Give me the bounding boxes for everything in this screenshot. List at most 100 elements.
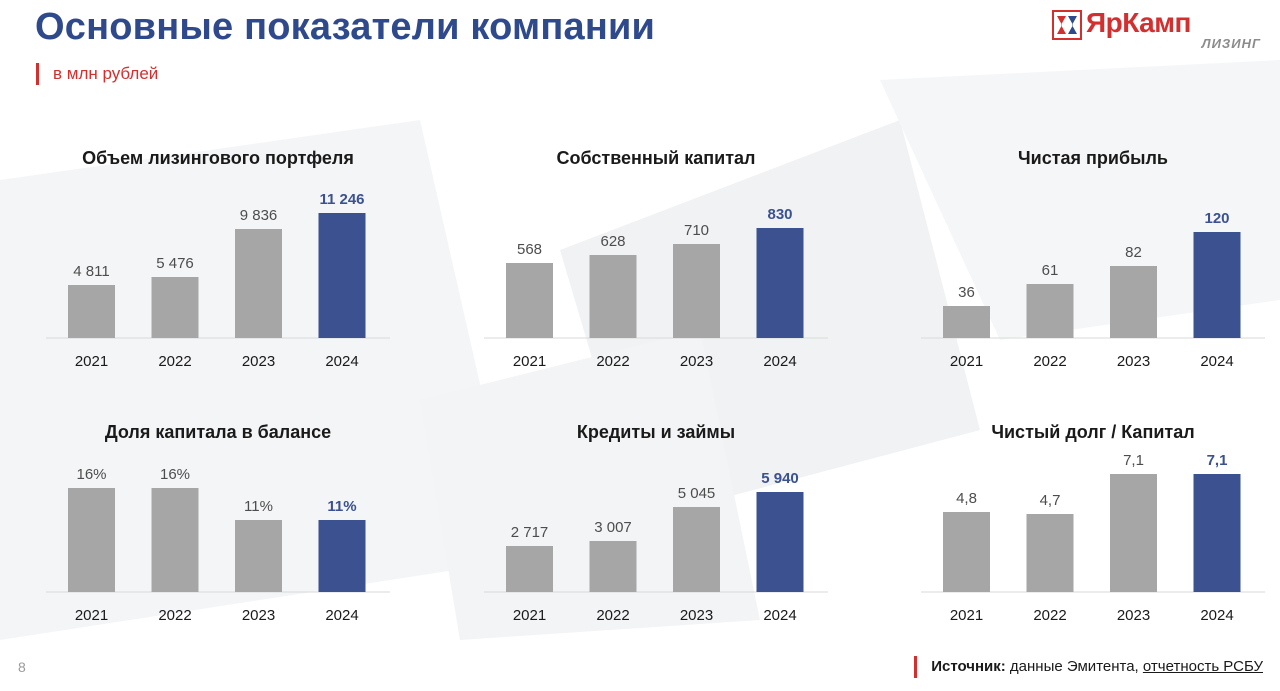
- data-label: 16%: [160, 466, 190, 483]
- x-tick-label: 2021: [513, 353, 546, 370]
- chart-panel-net-debt-equity: Чистый долг / Капитал 4,8 2021 4,7 2022 7,1 2…: [903, 416, 1280, 686]
- data-label: 830: [767, 206, 792, 223]
- chart-panel-equity: Собственный капитал 568 2021 628 2022 710 202…: [466, 140, 846, 410]
- bar-chart: 4 811 2021 5 476 2022 9 836 2023 11 246 2024: [46, 191, 390, 370]
- source-text: данные Эмитента,: [1005, 658, 1143, 675]
- data-label: 7,1: [1207, 452, 1228, 469]
- x-tick-label: 2024: [763, 353, 796, 370]
- chart-title: Чистая прибыль: [1018, 148, 1168, 168]
- logo-mark-icon: [1052, 10, 1082, 40]
- bar-2023: [673, 507, 720, 592]
- bar-chart: 568 2021 628 2022 710 2023 830 2024: [484, 206, 828, 370]
- bar-2022: [151, 277, 199, 338]
- data-label: 628: [600, 233, 625, 250]
- x-tick-label: 2024: [763, 607, 796, 624]
- x-tick-label: 2023: [680, 607, 713, 624]
- x-tick-label: 2022: [158, 353, 191, 370]
- logo-name: ЯрКамп: [1086, 7, 1191, 38]
- logo-tagline: ЛИЗИНГ: [1201, 36, 1261, 51]
- bar-2024: [318, 520, 366, 592]
- source-label: Источник:: [931, 658, 1006, 675]
- data-label: 36: [958, 284, 975, 301]
- data-label: 2 717: [511, 524, 549, 541]
- bar-2023: [1110, 266, 1157, 338]
- bar-2021: [68, 285, 115, 338]
- bar-2022: [1026, 284, 1074, 338]
- bar-2021: [506, 546, 553, 592]
- chart-panel-equity-share: Доля капитала в балансе 16% 2021 16% 2022 11…: [28, 416, 408, 686]
- x-tick-label: 2024: [1200, 607, 1233, 624]
- x-tick-label: 2021: [950, 353, 983, 370]
- x-tick-label: 2021: [75, 607, 108, 624]
- data-label: 9 836: [240, 207, 278, 224]
- bar-2024: [1193, 232, 1241, 338]
- x-tick-label: 2022: [1033, 607, 1066, 624]
- chart-panel-loans: Кредиты и займы 2 717 2021 3 007 2022 5 045 2…: [466, 416, 846, 686]
- data-label: 3 007: [594, 519, 632, 536]
- bar-2021: [943, 512, 990, 592]
- bar-2023: [673, 244, 720, 338]
- x-tick-label: 2024: [325, 353, 358, 370]
- data-label: 568: [517, 241, 542, 258]
- page-number: 8: [18, 659, 26, 675]
- chart-title: Кредиты и займы: [576, 422, 736, 442]
- x-tick-label: 2022: [158, 607, 191, 624]
- bar-2024: [1193, 474, 1241, 592]
- data-label: 4,8: [956, 490, 977, 507]
- bar-2024: [756, 492, 804, 592]
- data-label: 82: [1125, 244, 1142, 261]
- x-tick-label: 2023: [1117, 353, 1150, 370]
- chart-title: Собственный капитал: [556, 148, 756, 168]
- chart-title: Чистый долг / Капитал: [991, 422, 1195, 442]
- bar-chart: 2 717 2021 3 007 2022 5 045 2023 5 940 2024: [484, 470, 828, 624]
- source-note: Источник: данные Эмитента, отчетность РС…: [914, 656, 1263, 678]
- x-tick-label: 2023: [242, 607, 275, 624]
- x-tick-label: 2023: [242, 353, 275, 370]
- bar-chart: 16% 2021 16% 2022 11% 2023 11% 2024: [46, 466, 390, 624]
- bar-2022: [151, 488, 199, 592]
- bar-2024: [318, 213, 366, 338]
- x-tick-label: 2021: [75, 353, 108, 370]
- bar-2021: [68, 488, 115, 592]
- x-tick-label: 2024: [1200, 353, 1233, 370]
- bar-2023: [235, 520, 282, 592]
- data-label: 5 940: [761, 470, 799, 487]
- data-label: 120: [1204, 210, 1229, 227]
- data-label: 11%: [327, 498, 356, 515]
- chart-panel-net-profit: Чистая прибыль 36 2021 61 2022 82 2023 120 2024: [903, 140, 1280, 410]
- x-tick-label: 2022: [596, 353, 629, 370]
- company-logo: ЯрКамп ЛИЗИНГ: [1052, 7, 1267, 53]
- data-label: 11 246: [319, 191, 364, 208]
- x-tick-label: 2023: [680, 353, 713, 370]
- data-label: 710: [684, 222, 709, 239]
- x-tick-label: 2022: [596, 607, 629, 624]
- data-label: 4,7: [1040, 492, 1061, 509]
- chart-title: Доля капитала в балансе: [104, 422, 332, 442]
- source-link[interactable]: отчетность РСБУ: [1142, 658, 1263, 675]
- bar-2022: [1026, 514, 1074, 592]
- page-title: Основные показатели компании: [35, 6, 656, 48]
- data-label: 7,1: [1123, 452, 1144, 469]
- bar-2024: [756, 228, 804, 338]
- bar-2022: [589, 255, 637, 338]
- x-tick-label: 2021: [950, 607, 983, 624]
- x-tick-label: 2024: [325, 607, 358, 624]
- data-label: 5 045: [678, 485, 716, 502]
- chart-title: Объем лизингового портфеля: [82, 148, 354, 168]
- bar-chart: 4,8 2021 4,7 2022 7,1 2023 7,1 2024: [921, 452, 1265, 624]
- data-label: 11%: [244, 498, 273, 515]
- bar-2021: [943, 306, 990, 338]
- data-label: 4 811: [73, 263, 109, 280]
- bar-2022: [589, 541, 637, 592]
- chart-panel-portfolio: Объем лизингового портфеля 4 811 2021 5 47…: [28, 140, 408, 410]
- data-label: 5 476: [156, 255, 194, 272]
- bar-2023: [1110, 474, 1157, 592]
- data-label: 61: [1042, 262, 1059, 279]
- x-tick-label: 2022: [1033, 353, 1066, 370]
- x-tick-label: 2023: [1117, 607, 1150, 624]
- bar-2021: [506, 263, 553, 338]
- data-label: 16%: [76, 466, 106, 483]
- bar-2023: [235, 229, 282, 338]
- bar-chart: 36 2021 61 2022 82 2023 120 2024: [921, 210, 1265, 370]
- x-tick-label: 2021: [513, 607, 546, 624]
